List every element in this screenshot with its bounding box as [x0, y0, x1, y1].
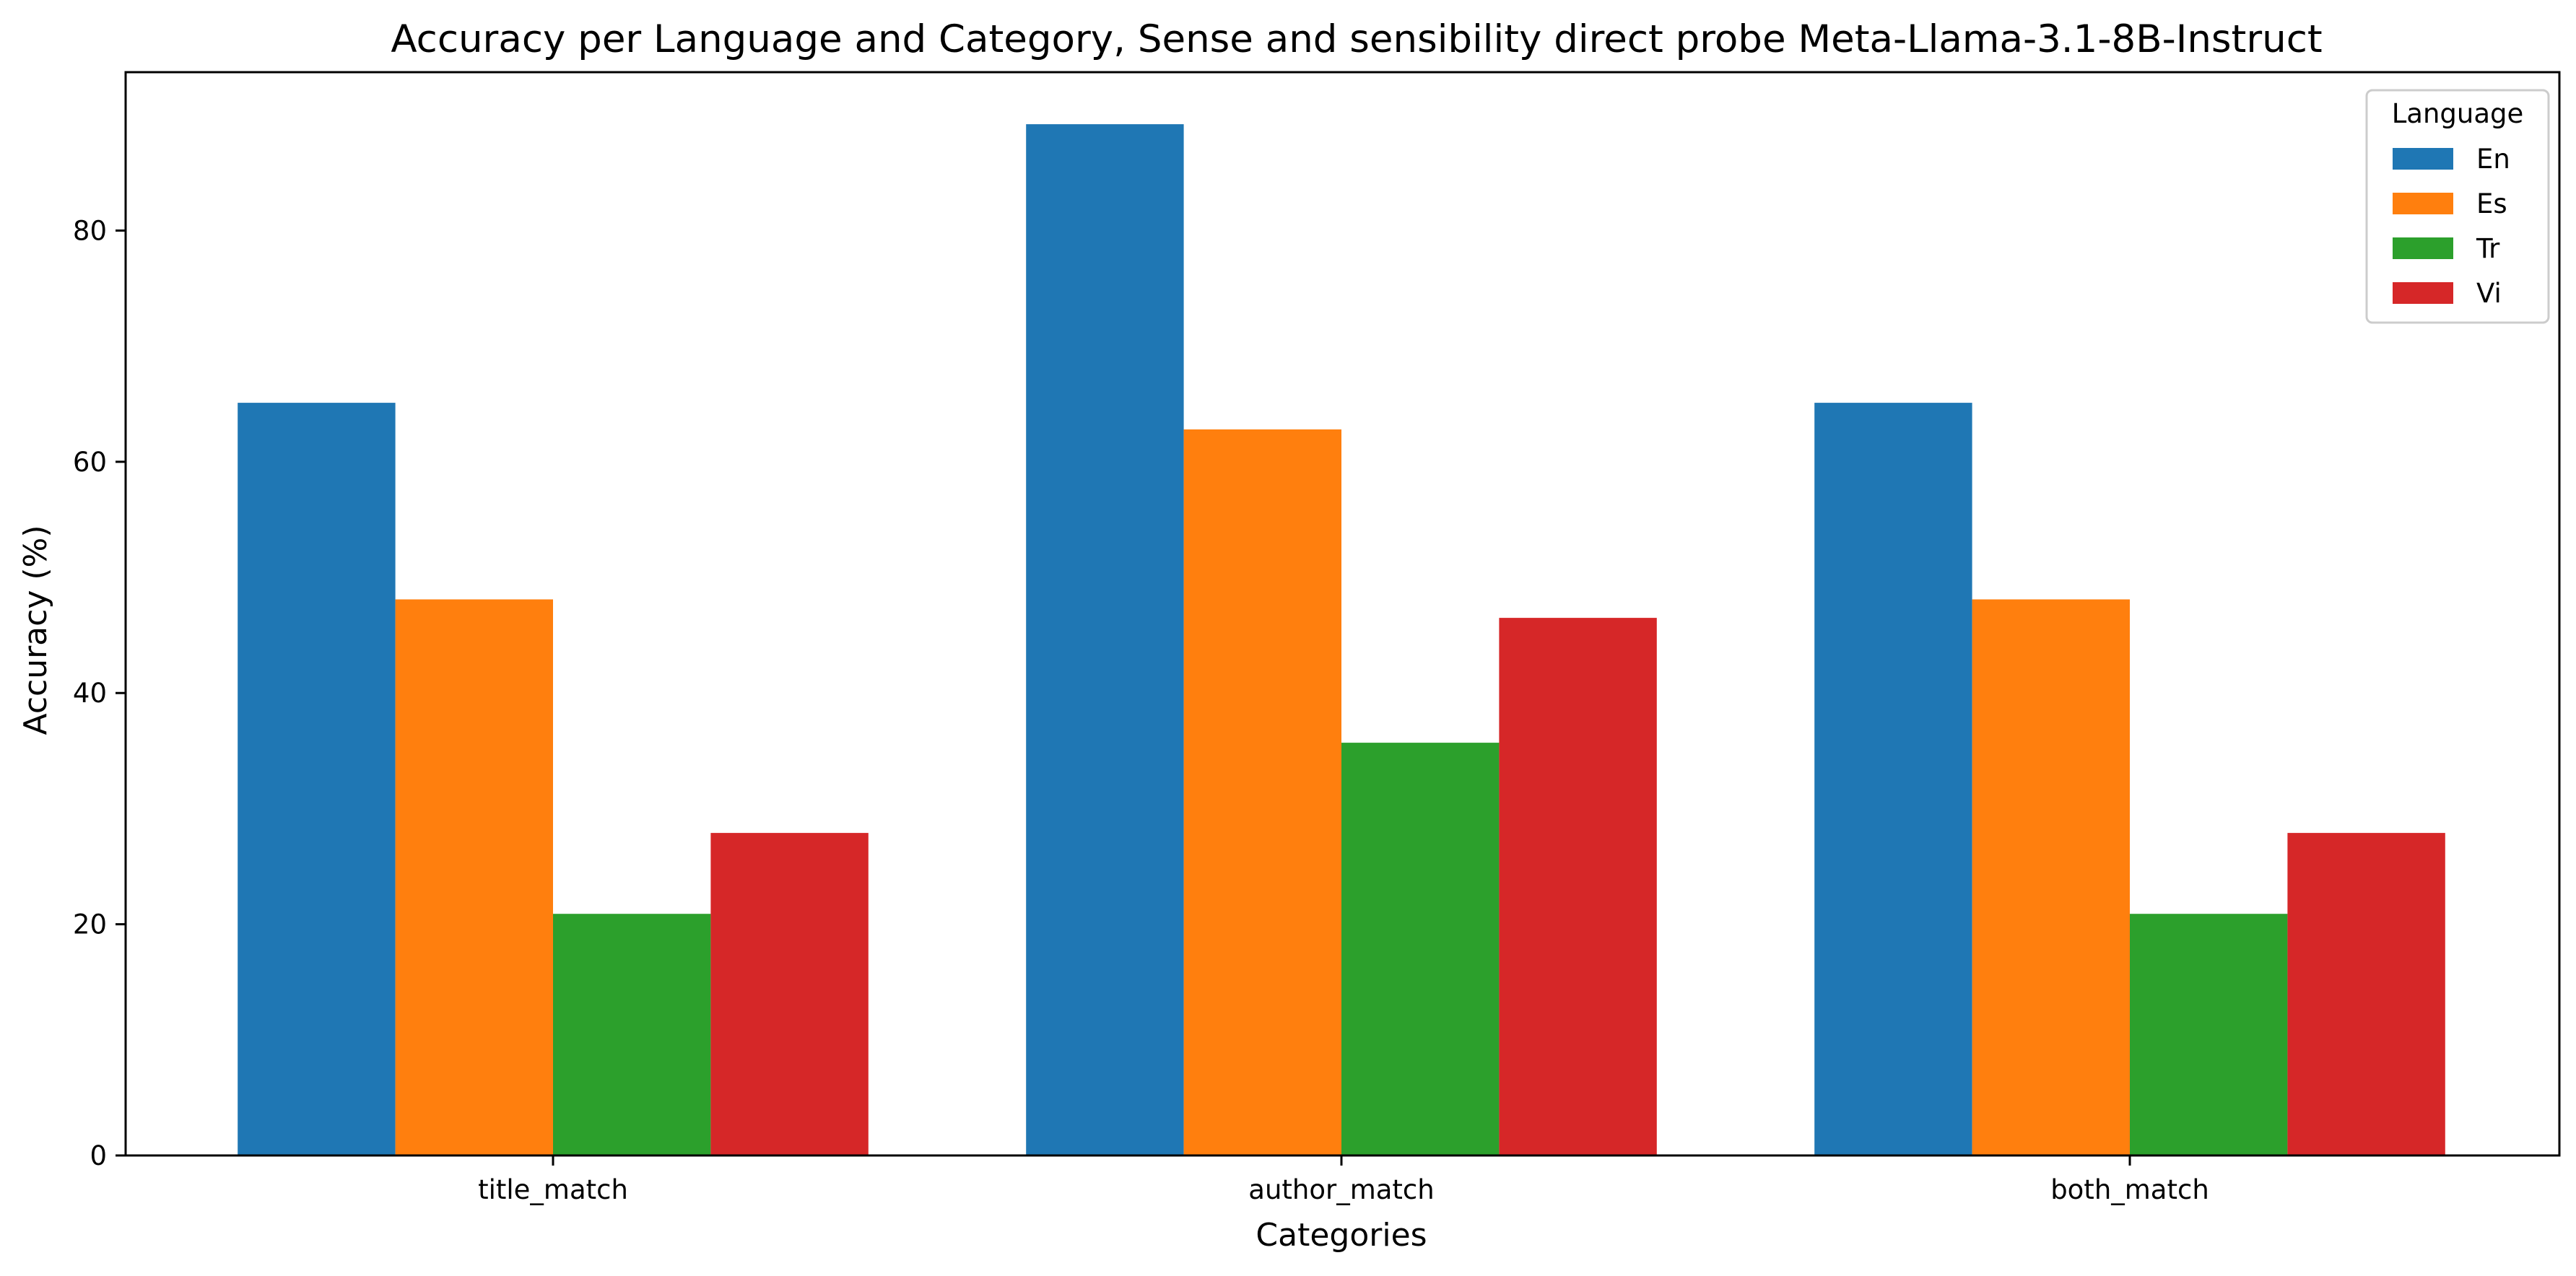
bar-vi-author-match	[1499, 618, 1657, 1155]
y-axis-label: Accuracy (%)	[17, 525, 54, 735]
legend-swatch-es	[2393, 193, 2453, 214]
legend-label-tr: Tr	[2476, 233, 2500, 264]
bar-vi-both-match	[2287, 833, 2445, 1155]
legend-label-en: En	[2476, 144, 2510, 175]
bar-tr-author-match	[1341, 743, 1500, 1155]
x-axis: title_match author_match both_match	[478, 1155, 2209, 1205]
bar-en-author-match	[1026, 124, 1184, 1156]
bar-es-author-match	[1183, 429, 1341, 1155]
y-axis: 0 20 40 60 80	[73, 215, 126, 1171]
legend-label-vi: Vi	[2476, 278, 2502, 309]
x-tick-label: title_match	[478, 1174, 628, 1205]
legend: Language En Es Tr Vi	[2365, 89, 2550, 324]
bar-tr-title-match	[553, 914, 711, 1155]
legend-title: Language	[2392, 98, 2524, 129]
bar-es-both-match	[1972, 599, 2130, 1155]
legend-label-es: Es	[2476, 188, 2507, 219]
bar-en-both-match	[1814, 403, 1972, 1155]
y-tick-label: 80	[73, 215, 107, 246]
legend-swatch-tr	[2393, 237, 2453, 259]
bar-vi-title-match	[710, 833, 869, 1155]
bar-tr-both-match	[2130, 914, 2288, 1155]
y-tick-label: 20	[73, 909, 107, 940]
plot-frame	[124, 71, 2561, 1157]
y-tick-label: 40	[73, 678, 107, 709]
legend-swatch-en	[2393, 148, 2453, 170]
x-tick-label: author_match	[1248, 1174, 1434, 1205]
y-tick-label: 60	[73, 447, 107, 478]
bars-layer	[238, 124, 2445, 1156]
x-axis-label: Categories	[1256, 1217, 1427, 1254]
y-tick-label: 0	[90, 1140, 107, 1171]
bar-en-title-match	[238, 403, 396, 1155]
legend-swatch-vi	[2393, 282, 2453, 304]
bar-es-title-match	[395, 599, 553, 1155]
chart-title: Accuracy per Language and Category, Sens…	[391, 17, 2322, 61]
x-tick-label: both_match	[2050, 1174, 2209, 1205]
